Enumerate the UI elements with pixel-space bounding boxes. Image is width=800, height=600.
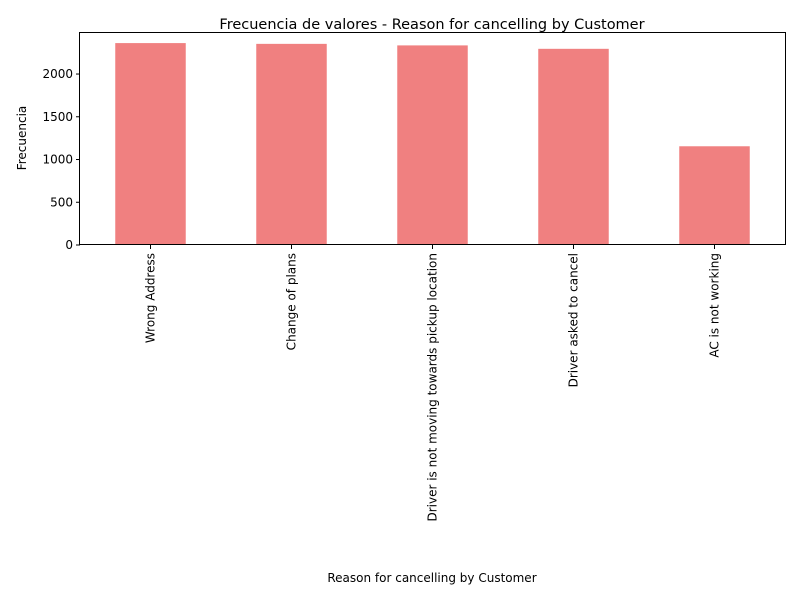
y-tick-label-0: 0 xyxy=(65,238,73,252)
y-tick-label-4: 2000 xyxy=(42,67,73,81)
bar-4 xyxy=(679,146,750,245)
x-tick-label-4: AC is not working xyxy=(708,253,722,358)
bar-3 xyxy=(538,48,609,246)
plot-frame xyxy=(79,32,786,245)
bar-0 xyxy=(115,43,186,245)
y-tick-label-1: 500 xyxy=(50,195,73,209)
chart-title: Frecuencia de valores - Reason for cance… xyxy=(219,17,644,33)
y-tick-label-2: 1000 xyxy=(42,153,73,167)
bar-2 xyxy=(397,45,468,246)
x-tick-label-3: Driver asked to cancel xyxy=(567,253,581,387)
x-tick-label-1: Change of plans xyxy=(285,253,299,350)
bar-1 xyxy=(256,43,327,246)
y-tick-label-3: 1500 xyxy=(42,110,73,124)
bars-group xyxy=(115,43,750,246)
y-axis-label: Frecuencia xyxy=(15,106,29,171)
y-axis: 0 500 1000 1500 2000 xyxy=(42,67,80,252)
x-tick-label-2: Driver is not moving towards pickup loca… xyxy=(426,253,440,522)
x-tick-label-0: Wrong Address xyxy=(144,253,158,343)
x-axis: Wrong Address Change of plans Driver is no… xyxy=(144,245,722,522)
x-axis-label: Reason for cancelling by Customer xyxy=(327,571,536,585)
